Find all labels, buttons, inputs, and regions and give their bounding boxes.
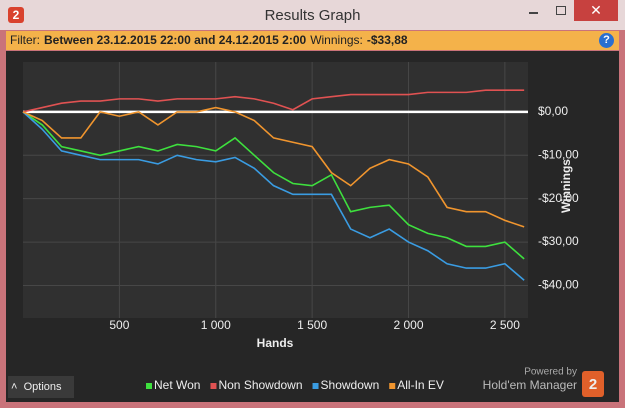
options-button[interactable]: ˄ Options (8, 376, 74, 398)
powered-by: Powered by (524, 367, 577, 378)
y-tick-label: $0,00 (538, 104, 568, 118)
help-button[interactable]: ? (599, 33, 614, 48)
y-tick-label: -$20,00 (538, 191, 579, 205)
brand-name: Hold'em Manager (483, 378, 577, 392)
filter-bar: Filter: Between 23.12.2015 22:00 and 24.1… (6, 31, 619, 50)
series-line (22, 111, 525, 281)
brand-logo: 2 (589, 376, 597, 393)
series-line (22, 106, 525, 228)
x-tick-label: 1 000 (201, 318, 231, 332)
x-axis-label: Hands (257, 336, 294, 350)
close-button[interactable]: ✕ (574, 0, 618, 21)
legend-label: Showdown (321, 378, 380, 392)
options-label: Options (23, 381, 62, 393)
minimize-button[interactable] (520, 0, 548, 21)
legend-label: All-In EV (397, 378, 444, 392)
legend-swatch (146, 383, 152, 389)
x-tick-label: 1 500 (297, 318, 327, 332)
filter-label: Filter: (10, 33, 40, 47)
y-tick-label: -$30,00 (538, 234, 579, 248)
y-axis-label: Winnings (559, 159, 573, 213)
legend-swatch (312, 383, 319, 389)
series-line (22, 89, 525, 113)
series-line (22, 111, 525, 260)
legend-swatch (210, 383, 217, 389)
legend-swatch (389, 383, 396, 389)
title-bar: 2 Results Graph ✕ (0, 0, 625, 30)
x-tick-label: 2 000 (393, 318, 423, 332)
x-tick-label: 2 500 (490, 318, 520, 332)
filter-range: Between 23.12.2015 22:00 and 24.12.2015 … (44, 33, 307, 47)
app-logo: 2 (8, 7, 24, 23)
legend-label: Net Won (154, 378, 200, 392)
winnings-value: -$33,88 (366, 33, 408, 47)
x-tick-label: 500 (109, 318, 129, 332)
y-tick-label: -$10,00 (538, 147, 579, 161)
legend-label: Non Showdown (218, 378, 302, 392)
window-title: Results Graph (264, 7, 361, 24)
brand-logo-bg (582, 371, 604, 397)
y-tick-label: -$40,00 (538, 278, 579, 292)
maximize-button[interactable] (547, 0, 575, 21)
winnings-label: Winnings: (310, 33, 363, 47)
